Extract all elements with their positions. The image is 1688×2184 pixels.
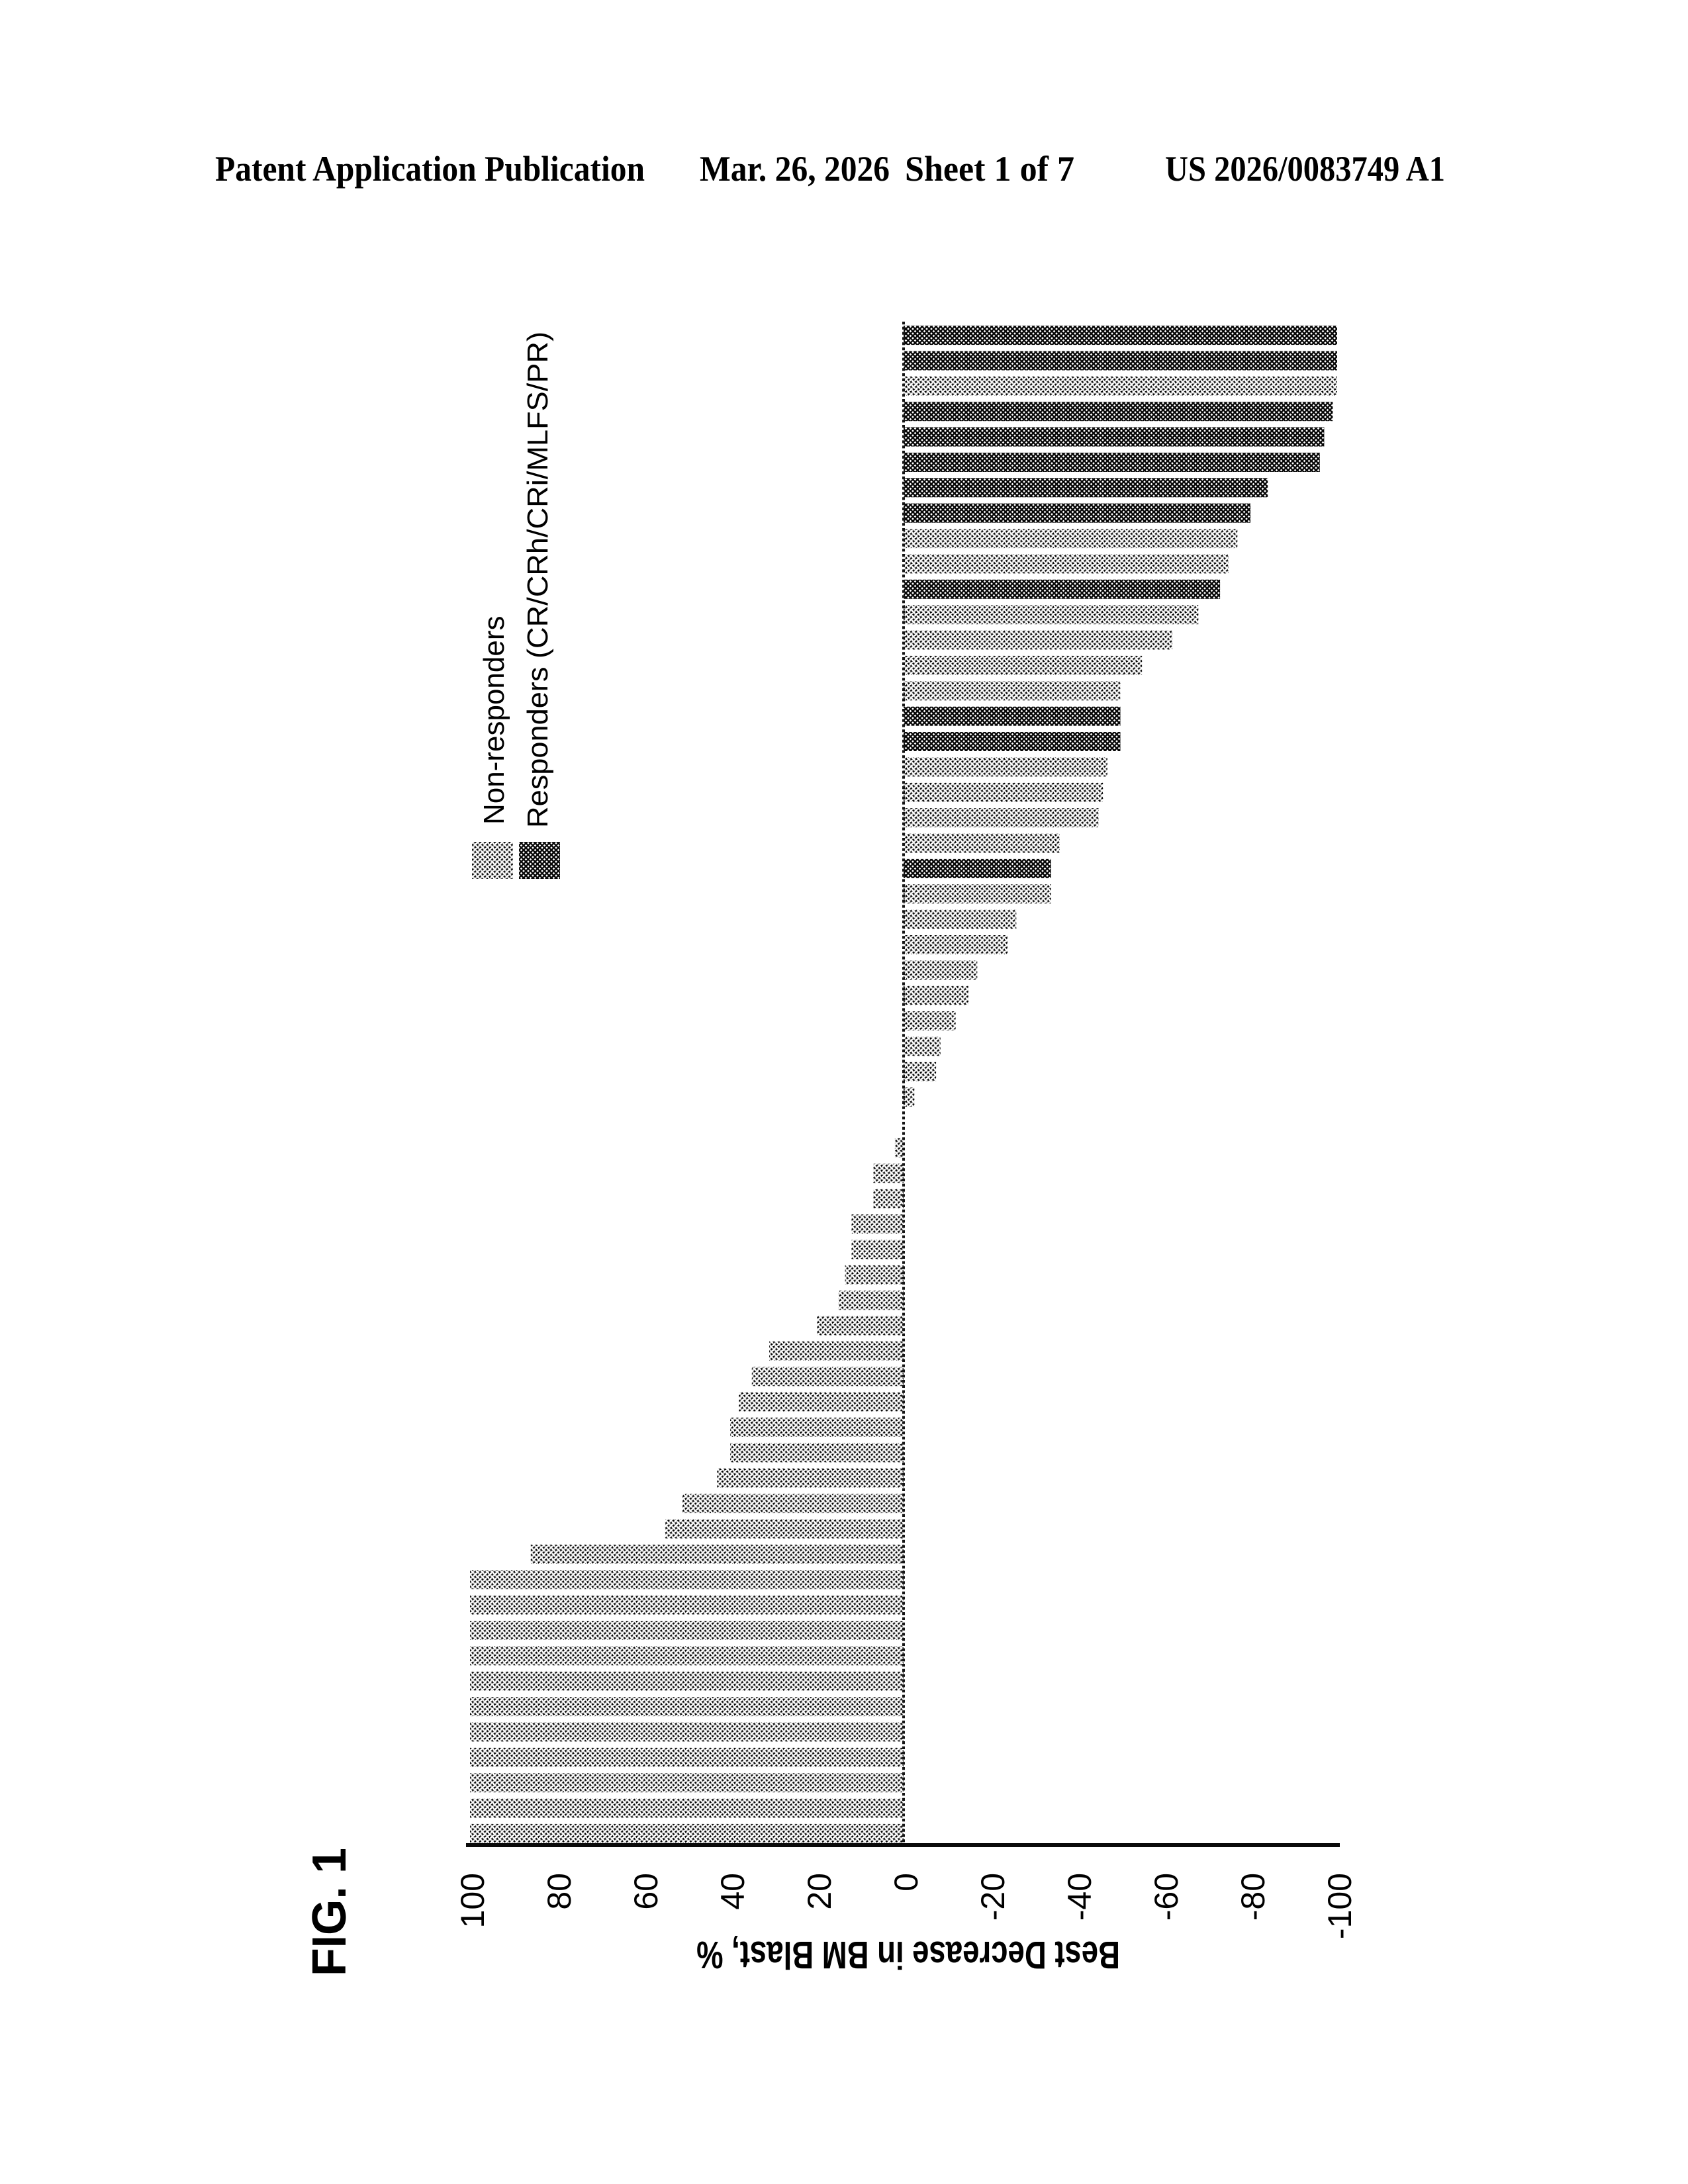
svg-text:20: 20 bbox=[801, 1873, 838, 1910]
svg-text:Best Decrease in BM Blast, %: Best Decrease in BM Blast, % bbox=[696, 1933, 1120, 1976]
svg-text:Mar. 26, 2026: Mar. 26, 2026 bbox=[700, 149, 890, 189]
svg-text:Patent Application Publication: Patent Application Publication bbox=[215, 149, 645, 189]
svg-text:40: 40 bbox=[714, 1873, 751, 1910]
svg-text:-20: -20 bbox=[974, 1873, 1011, 1921]
svg-text:-100: -100 bbox=[1321, 1873, 1358, 1939]
svg-text:-80: -80 bbox=[1235, 1873, 1272, 1921]
svg-text:US 2026/0083749 A1: US 2026/0083749 A1 bbox=[1165, 149, 1445, 189]
svg-text:80: 80 bbox=[541, 1873, 578, 1910]
svg-text:100: 100 bbox=[454, 1873, 491, 1928]
svg-text:FIG. 1: FIG. 1 bbox=[303, 1848, 356, 1976]
svg-text:0: 0 bbox=[888, 1873, 925, 1891]
svg-text:Responders (CR/CRh/CRi/MLFS/PR: Responders (CR/CRh/CRi/MLFS/PR) bbox=[522, 332, 554, 828]
svg-text:-60: -60 bbox=[1148, 1873, 1185, 1921]
svg-text:Non-responders: Non-responders bbox=[478, 616, 510, 825]
svg-text:60: 60 bbox=[628, 1873, 665, 1910]
svg-text:Sheet 1 of 7: Sheet 1 of 7 bbox=[905, 149, 1074, 189]
svg-text:-40: -40 bbox=[1061, 1873, 1098, 1921]
